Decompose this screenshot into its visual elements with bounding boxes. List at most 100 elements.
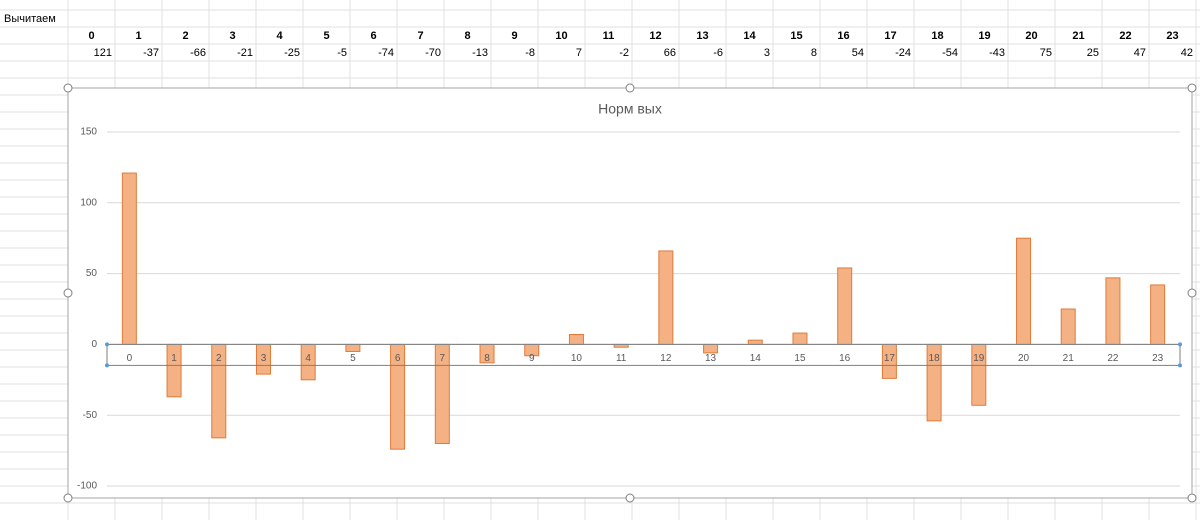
- header-cell: 22: [1119, 30, 1131, 42]
- bar: [658, 250, 674, 345]
- value-cell: -13: [472, 47, 488, 59]
- sheet-label: Вычитаем: [4, 13, 56, 25]
- bar: [747, 339, 763, 345]
- header-cell: 23: [1166, 30, 1178, 42]
- bar: [121, 172, 137, 345]
- header-cell: 12: [649, 30, 661, 42]
- x-tick-label: 19: [973, 353, 985, 364]
- bar: [1060, 308, 1076, 345]
- value-cell: -6: [713, 47, 723, 59]
- y-tick-label: -100: [77, 481, 97, 492]
- x-tick-label: 10: [571, 353, 583, 364]
- bar: [1016, 237, 1032, 345]
- header-cell: 5: [323, 30, 329, 42]
- x-tick-label: 20: [1018, 353, 1030, 364]
- value-cell: 25: [1087, 47, 1099, 59]
- value-cell: 75: [1040, 47, 1052, 59]
- value-cell: -43: [989, 47, 1005, 59]
- selection-handle: [1178, 363, 1182, 368]
- header-cell: 21: [1072, 30, 1084, 42]
- value-cell: -21: [237, 47, 253, 59]
- header-cell: 0: [88, 30, 94, 42]
- value-cell: -74: [378, 47, 394, 59]
- header-cell: 20: [1025, 30, 1037, 42]
- x-tick-label: 6: [395, 353, 401, 364]
- value-cell: 121: [94, 47, 112, 59]
- x-tick-label: 0: [127, 353, 133, 364]
- resize-handle[interactable]: [1187, 83, 1197, 93]
- header-cell: 2: [182, 30, 188, 42]
- resize-handle[interactable]: [625, 493, 635, 503]
- resize-handle[interactable]: [625, 83, 635, 93]
- value-cell: -37: [143, 47, 159, 59]
- value-cell: -2: [619, 47, 629, 59]
- header-cell: 6: [370, 30, 376, 42]
- resize-handle[interactable]: [1187, 288, 1197, 298]
- x-tick-label: 13: [705, 353, 717, 364]
- header-cell: 1: [135, 30, 141, 42]
- value-cell: -54: [942, 47, 958, 59]
- x-tick-label: 11: [616, 353, 627, 364]
- x-tick-label: 16: [839, 353, 851, 364]
- value-cell: 3: [764, 47, 770, 59]
- x-tick-label: 8: [484, 353, 490, 364]
- x-tick-label: 23: [1152, 353, 1164, 364]
- axis-selection: [106, 343, 1181, 366]
- x-tick-label: 22: [1107, 353, 1119, 364]
- x-tick-label: 7: [440, 353, 446, 364]
- selection-handle: [1178, 342, 1182, 347]
- header-cell: 17: [884, 30, 896, 42]
- header-cell: 3: [229, 30, 235, 42]
- value-cell: 7: [576, 47, 582, 59]
- x-tick-label: 21: [1063, 353, 1075, 364]
- header-cell: 10: [555, 30, 567, 42]
- y-tick-label: 150: [80, 127, 97, 138]
- header-cell: 4: [276, 30, 283, 42]
- value-cell: -24: [895, 47, 911, 59]
- x-tick-label: 12: [660, 353, 672, 364]
- chart-frame[interactable]: [67, 87, 1193, 499]
- value-cell: 66: [664, 47, 676, 59]
- header-cell: 11: [603, 30, 615, 42]
- resize-handle[interactable]: [63, 288, 73, 298]
- y-tick-label: 0: [91, 339, 97, 350]
- x-tick-label: 18: [929, 353, 941, 364]
- header-cell: 18: [931, 30, 943, 42]
- bar: [837, 267, 853, 345]
- y-tick-label: 100: [80, 197, 97, 208]
- bar: [703, 343, 719, 354]
- header-cell: 13: [696, 30, 708, 42]
- value-cell: 42: [1181, 47, 1193, 59]
- x-tick-label: 2: [216, 353, 222, 364]
- x-tick-label: 17: [884, 353, 896, 364]
- bar: [792, 332, 808, 345]
- value-cell: -25: [284, 47, 300, 59]
- value-cell: -5: [337, 47, 347, 59]
- value-cell: 47: [1134, 47, 1146, 59]
- x-tick-label: 4: [305, 353, 311, 364]
- x-tick-label: 9: [529, 353, 535, 364]
- value-cell: -66: [190, 47, 206, 59]
- resize-handle[interactable]: [63, 83, 73, 93]
- x-tick-label: 15: [794, 353, 806, 364]
- header-cell: 15: [790, 30, 802, 42]
- header-cell: 14: [743, 30, 756, 42]
- x-tick-label: 1: [171, 353, 177, 364]
- bar: [345, 343, 361, 352]
- bar: [1105, 277, 1121, 345]
- selection-handle: [105, 363, 109, 368]
- header-cell: 9: [511, 30, 517, 42]
- resize-handle[interactable]: [63, 493, 73, 503]
- value-cell: 8: [811, 47, 817, 59]
- bar: [568, 333, 584, 345]
- x-tick-label: 5: [350, 353, 356, 364]
- header-cell: 16: [837, 30, 849, 42]
- chart-title: Норм вых: [598, 101, 662, 117]
- header-cell: 7: [417, 30, 423, 42]
- resize-handle[interactable]: [1187, 493, 1197, 503]
- x-tick-label: 14: [750, 353, 762, 364]
- header-cell: 8: [464, 30, 470, 42]
